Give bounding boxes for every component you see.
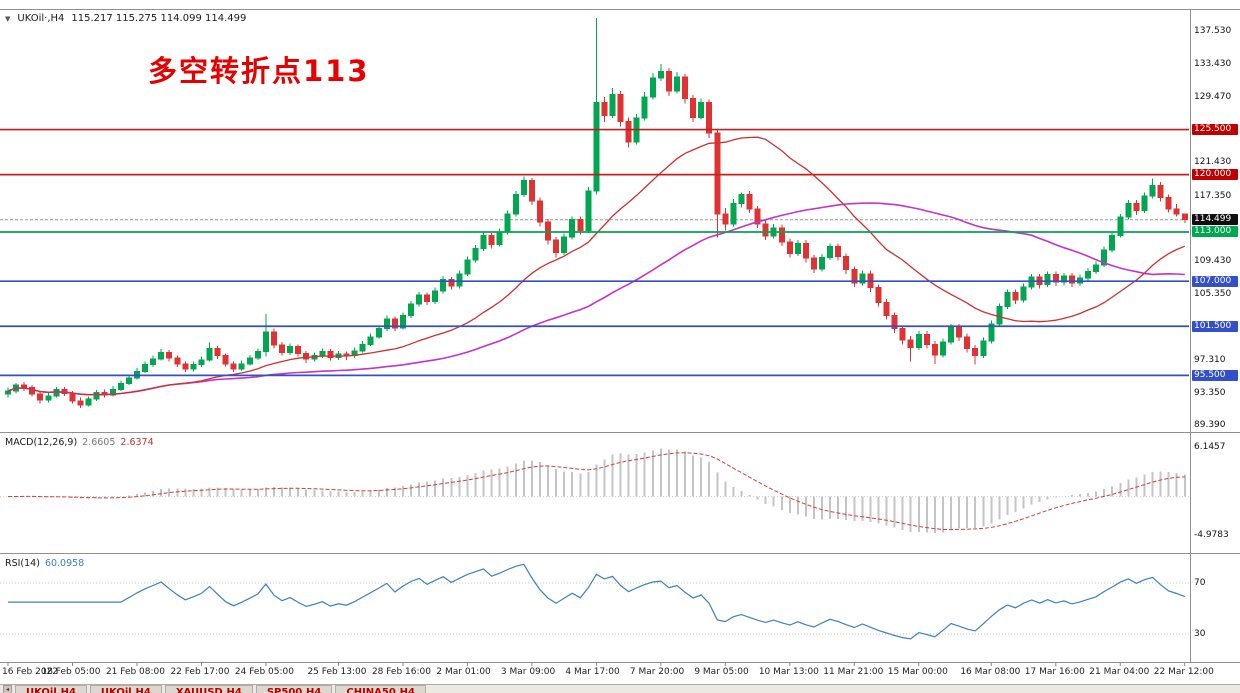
chart-symbol: UKOil·,H4: [17, 13, 65, 24]
macd-main-value: 2.6605: [82, 437, 116, 448]
annotation-text[interactable]: 多空转折点113: [148, 54, 370, 88]
chart-header: ▼ UKOil·,H4 115.217 115.275 114.099 114.…: [5, 13, 246, 24]
chart-tab-xauusd-h4[interactable]: XAUUSD,H4: [164, 685, 253, 693]
chart-tab-ukoil-h4[interactable]: UKOil,H4: [89, 685, 162, 693]
chart-menu-icon[interactable]: ▼: [5, 14, 11, 23]
ma-slow-line: [7, 202, 1185, 396]
ma-fast-line: [7, 136, 1186, 396]
rsi-line: [8, 563, 1186, 640]
macd-histogram: [47, 448, 1186, 534]
chart-tab-sp500-h4[interactable]: SP500,H4: [255, 685, 333, 693]
macd-signal-line: [7, 452, 1185, 531]
rsi-header: RSI(14) 60.0958: [5, 558, 84, 569]
macd-signal-value: 2.6374: [120, 437, 154, 448]
chart-tabs-bar: ◂ UKOil,H4 UKOil,H4 XAUUSD,H4 SP500,H4 CHINA…: [0, 684, 1240, 693]
macd-label: MACD(12,26,9): [5, 437, 78, 448]
chart-tab-china50-h4[interactable]: CHINA50,H4: [335, 685, 426, 693]
rsi-label: RSI(14): [5, 558, 40, 569]
chart-ohlc-values: 115.217 115.275 114.099 114.499: [71, 13, 247, 24]
rsi-value: 60.0958: [44, 558, 85, 569]
tab-scroll-icon[interactable]: ◂: [3, 685, 12, 693]
macd-header: MACD(12,26,9) 2.6605 2.6374: [5, 437, 154, 448]
chart-tab-ukoil-h4[interactable]: UKOil,H4: [15, 685, 87, 693]
